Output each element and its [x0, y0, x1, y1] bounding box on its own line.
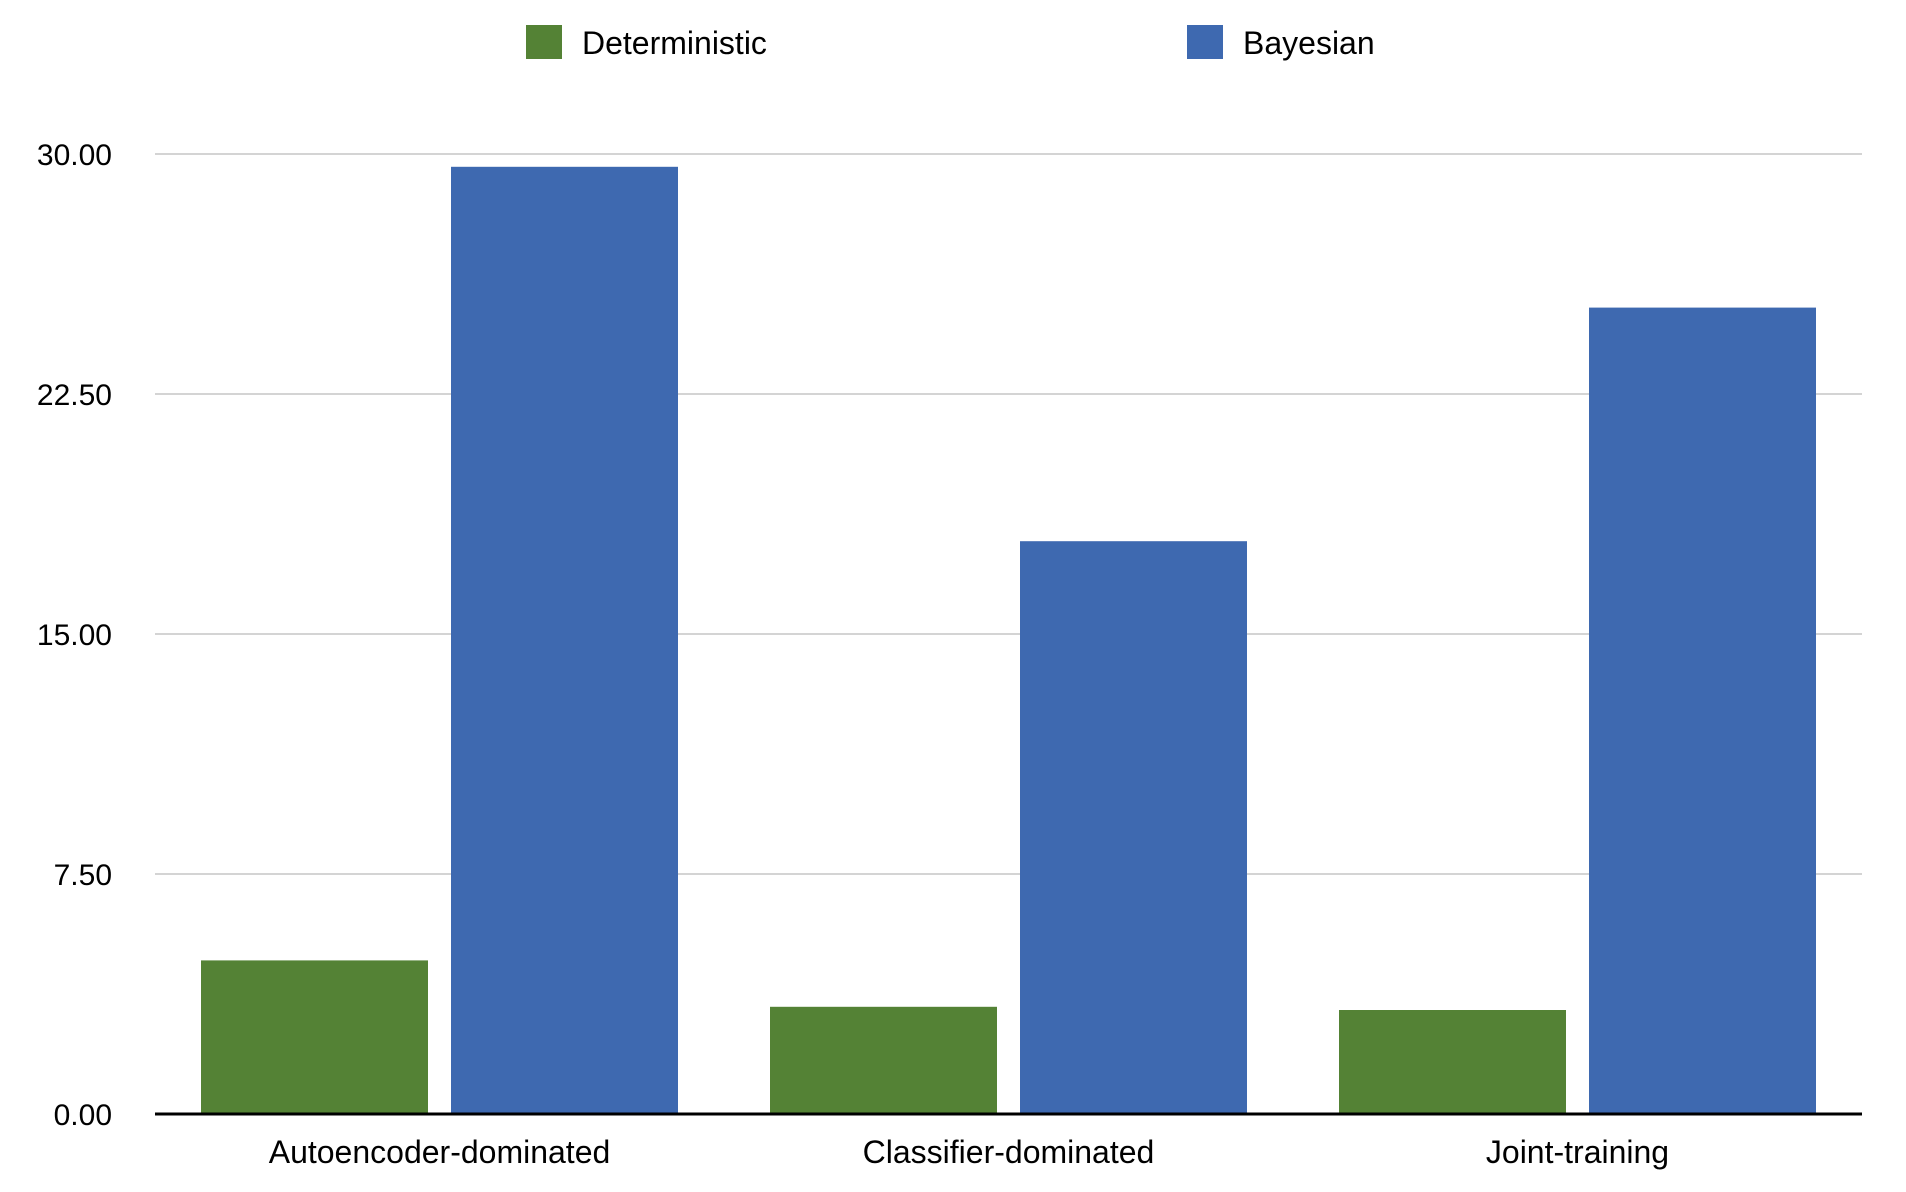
legend-swatch-bayesian: [1187, 25, 1223, 59]
x-tick-label: Autoencoder-dominated: [269, 1134, 611, 1170]
y-tick-label: 0.00: [54, 1099, 112, 1132]
y-tick-label: 22.50: [37, 379, 112, 412]
legend-label-bayesian: Bayesian: [1243, 25, 1375, 61]
bar-bayesian-1: [1020, 541, 1247, 1114]
bar-bayesian-2: [1589, 307, 1816, 1115]
legend-label-deterministic: Deterministic: [582, 25, 767, 61]
x-tick-label: Joint-training: [1486, 1134, 1669, 1170]
bars: [201, 166, 1816, 1115]
x-tick-label: Classifier-dominated: [863, 1134, 1155, 1170]
bar-bayesian-0: [451, 166, 678, 1115]
y-tick-label: 7.50: [54, 859, 112, 892]
bar-deterministic-0: [201, 960, 428, 1114]
y-tick-label: 15.00: [37, 619, 112, 652]
legend: Deterministic Bayesian: [526, 25, 1375, 61]
y-tick-label: 30.00: [37, 139, 112, 172]
x-axis-labels: Autoencoder-dominated Classifier-dominate…: [269, 1134, 1669, 1170]
y-axis-ticks: 0.00 7.50 15.00 22.50 30.00: [37, 139, 112, 1132]
bar-deterministic-1: [770, 1006, 997, 1114]
gridlines: [155, 153, 1862, 875]
legend-swatch-deterministic: [526, 25, 562, 59]
bar-deterministic-2: [1339, 1010, 1566, 1114]
